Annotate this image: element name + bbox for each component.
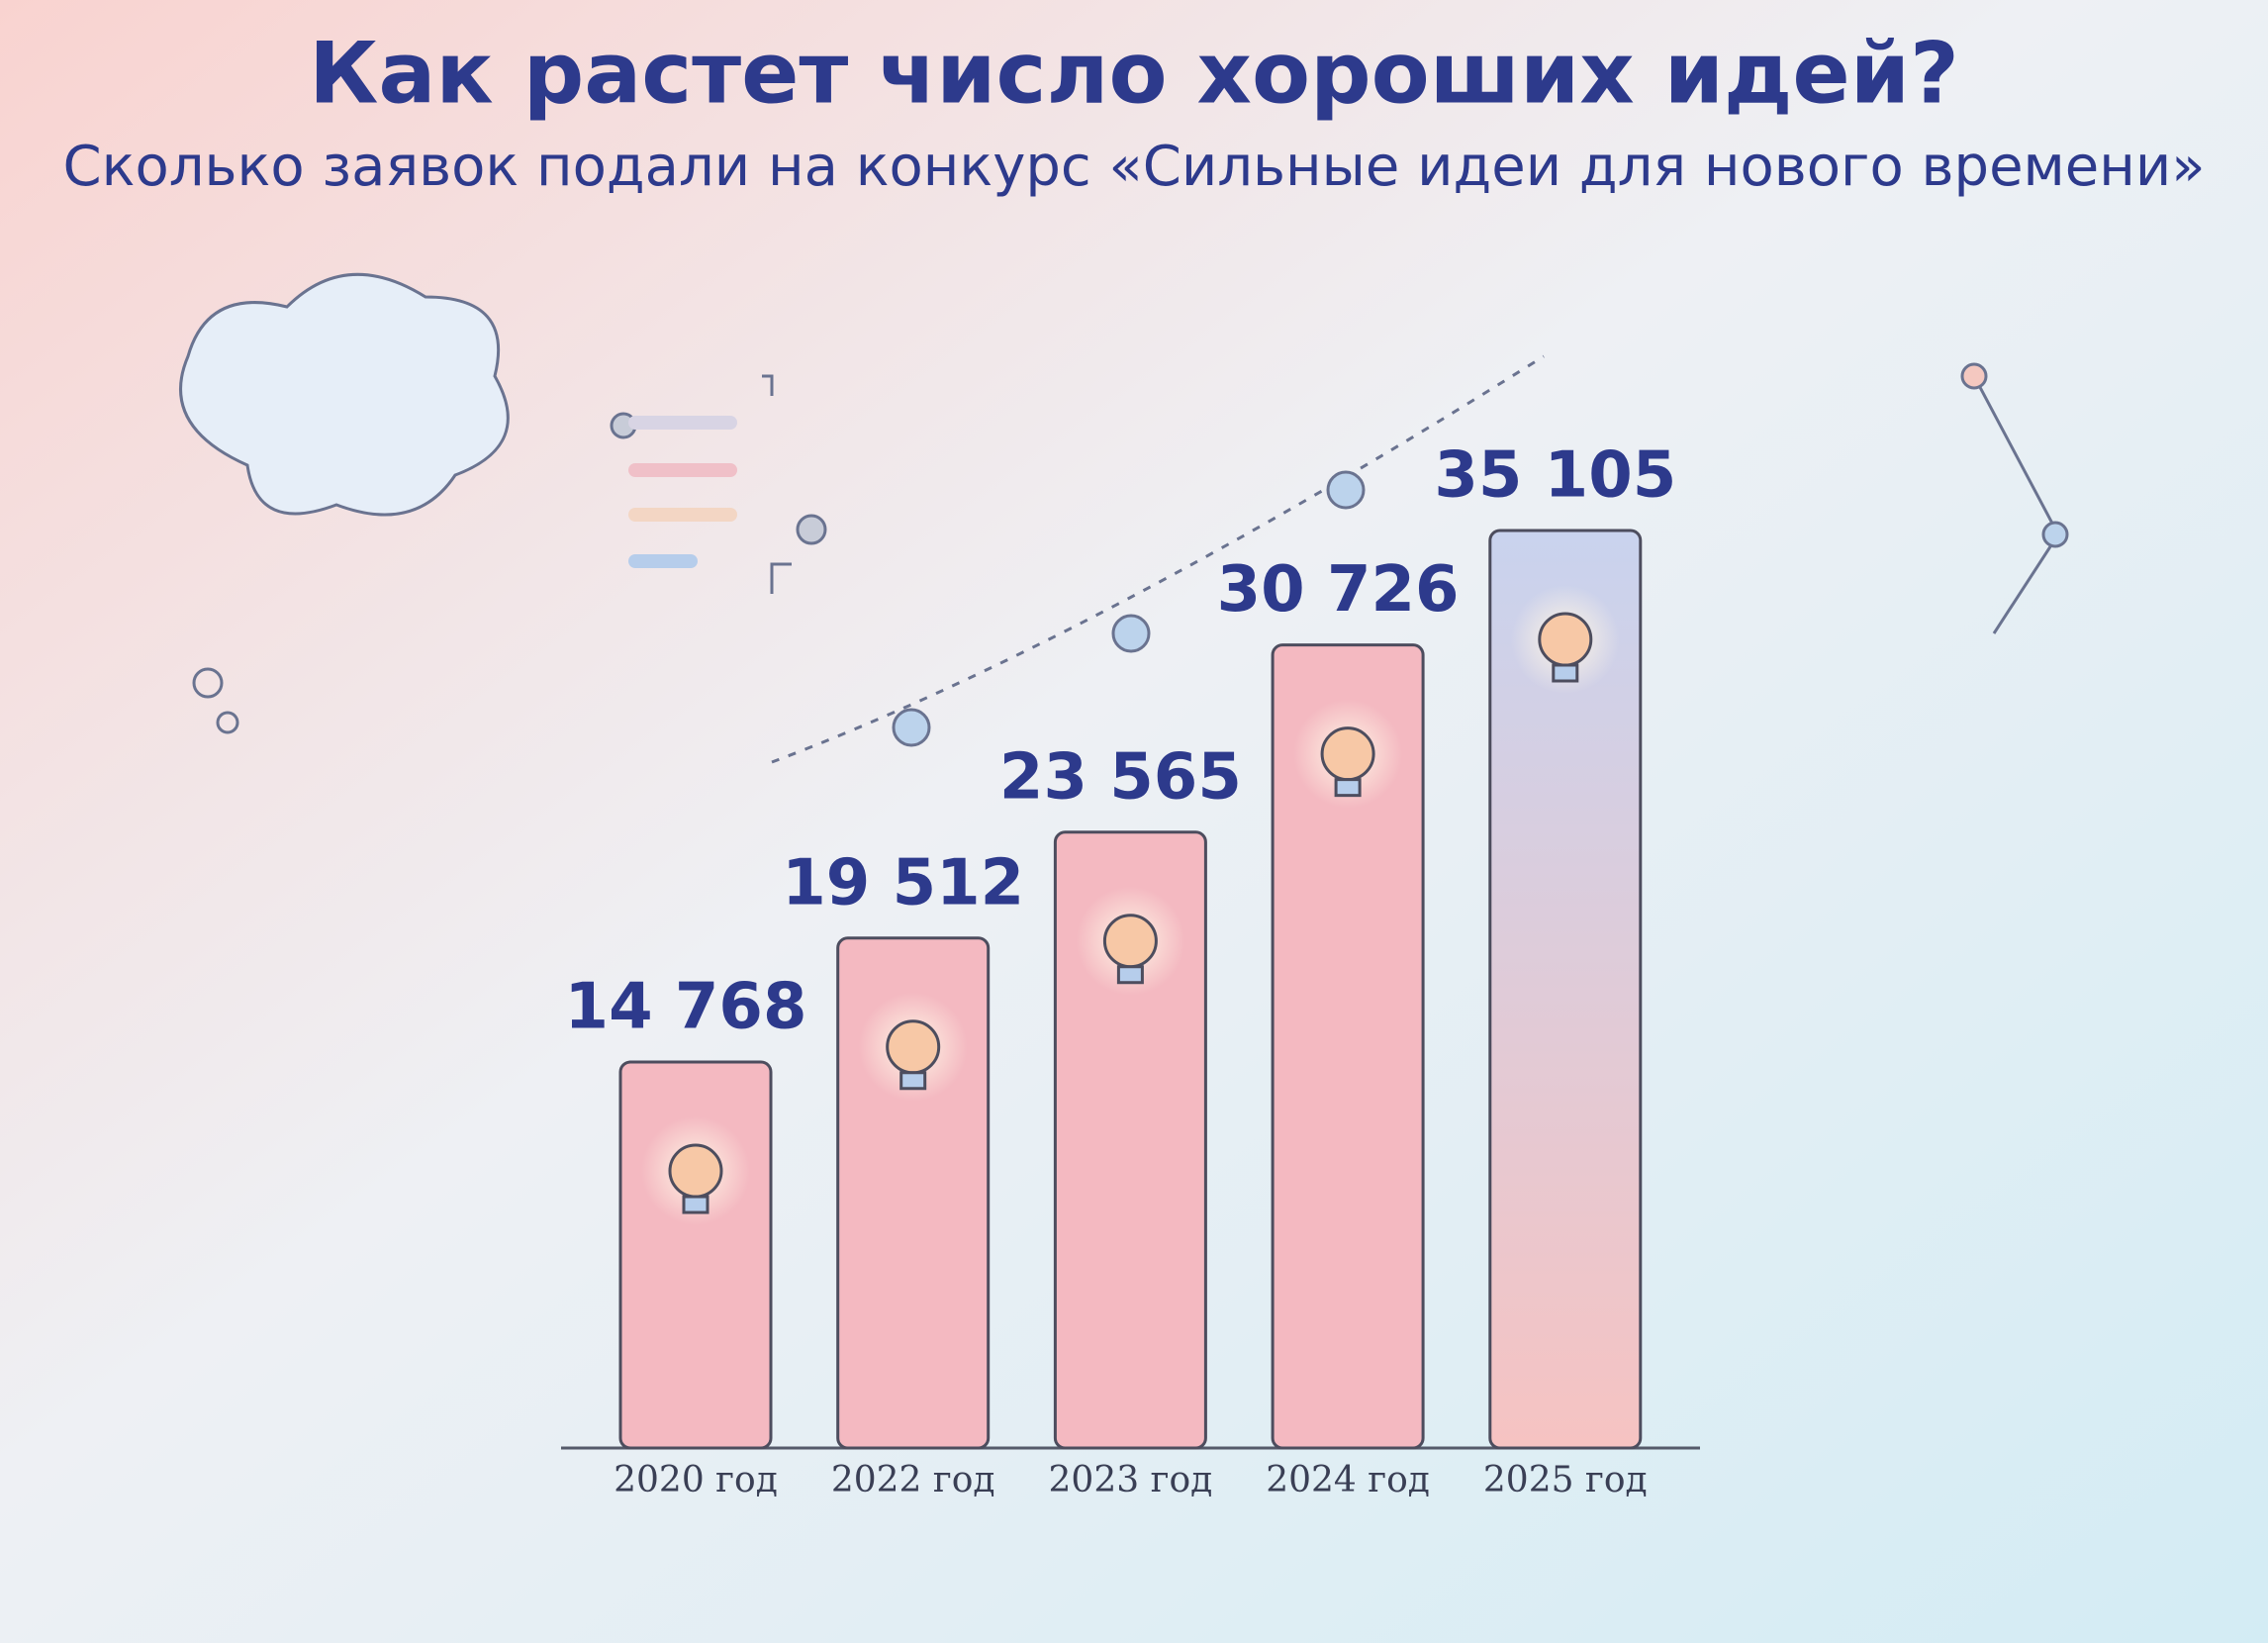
value-label: 35 105 (1434, 439, 1676, 513)
bulb-base (899, 1071, 927, 1091)
bulb (1538, 612, 1593, 667)
value-label: 30 726 (1217, 553, 1460, 627)
x-tick-label: 2020 год (614, 1460, 778, 1500)
bulb-base (1552, 663, 1579, 683)
value-label: 14 768 (565, 971, 807, 1044)
bar (1053, 830, 1207, 1450)
value-label: 19 512 (782, 846, 1024, 919)
value-label: 23 565 (999, 740, 1242, 814)
chart-title: Как растет число хороших идей? (309, 24, 1959, 123)
bulb (1102, 914, 1158, 969)
chart-subtitle: Сколько заявок подали на конкурс «Сильны… (63, 135, 2206, 199)
decoration (179, 272, 2069, 764)
bulb-base (682, 1195, 709, 1214)
bar (1488, 529, 1643, 1450)
bar (1271, 643, 1425, 1450)
x-tick-label: 2025 год (1483, 1460, 1648, 1500)
x-tick-label: 2024 год (1266, 1460, 1430, 1500)
bulb-base (1116, 965, 1144, 985)
bulb-base (1334, 778, 1362, 798)
x-tick-label: 2023 год (1049, 1460, 1213, 1500)
bulb (668, 1143, 723, 1199)
bulb (886, 1019, 941, 1075)
bulb (1320, 726, 1375, 782)
x-tick-label: 2022 год (831, 1460, 995, 1500)
